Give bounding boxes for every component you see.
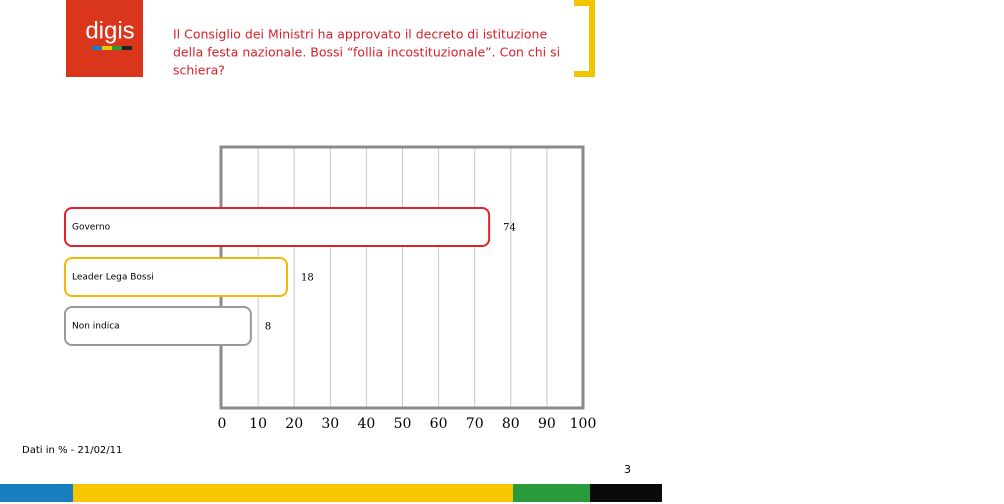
x-tick-label: 50: [394, 416, 412, 432]
logo-box: [66, 0, 143, 77]
logo-strip: [92, 46, 102, 50]
title: Il Consiglio dei Ministri ha approvato i…: [173, 27, 560, 78]
x-tick-label: 90: [538, 416, 556, 432]
x-tick-label: 70: [466, 416, 484, 432]
footnote: Dati in % - 21/02/11: [22, 445, 122, 456]
bar: [64, 306, 252, 346]
title-line: schiera?: [173, 63, 225, 78]
x-tick-label: 80: [502, 416, 520, 432]
x-tick-label: 10: [249, 416, 267, 432]
x-tick-label: 20: [285, 416, 303, 432]
value-label: 8: [265, 322, 271, 333]
logo: digis: [85, 17, 134, 44]
x-tick-label: 100: [570, 416, 597, 432]
page-number: 3: [624, 463, 631, 476]
value-label: 18: [301, 273, 314, 284]
logo-strip: [122, 46, 132, 50]
footer-strip: [0, 484, 73, 502]
logo-strip: [112, 46, 122, 50]
title-line: Il Consiglio dei Ministri ha approvato i…: [173, 27, 547, 42]
footer-strip: [513, 484, 590, 502]
x-tick-label: 40: [357, 416, 375, 432]
bracket: [574, 0, 595, 77]
title-line: della festa nazionale. Bossi “follia inc…: [173, 45, 560, 60]
x-tick-label: 60: [430, 416, 448, 432]
category-label: Non indica: [72, 322, 120, 332]
logo-strip: [102, 46, 112, 50]
category-label: Governo: [72, 223, 111, 233]
category-label: Leader Lega Bossi: [72, 273, 154, 283]
x-tick-label: 0: [218, 416, 227, 432]
footer-strip: [73, 484, 513, 502]
bar: [64, 207, 491, 247]
footer-strip: [590, 484, 662, 502]
x-tick-label: 30: [321, 416, 339, 432]
value-label: 74: [503, 223, 516, 234]
bar: [64, 257, 288, 297]
bars: Governo 74 Leader Lega Bossi 18 Non indica 8: [64, 207, 516, 346]
